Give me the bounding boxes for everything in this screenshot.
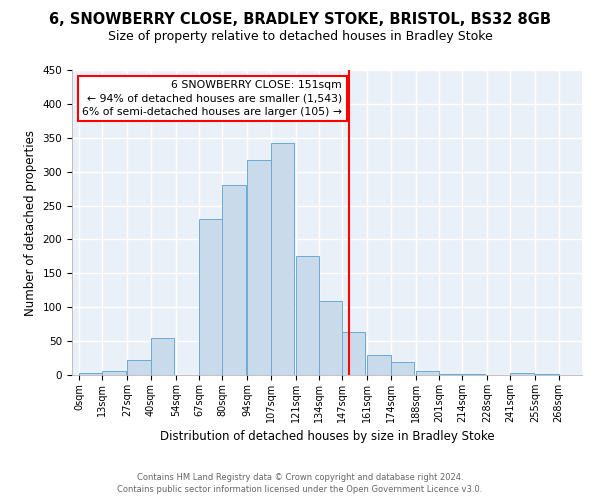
X-axis label: Distribution of detached houses by size in Bradley Stoke: Distribution of detached houses by size … (160, 430, 494, 444)
Bar (199, 219, 223, 375)
Bar (416, 371, 439, 375)
Bar (319, 301, 342, 375)
Bar (296, 256, 319, 375)
Text: Contains HM Land Registry data © Crown copyright and database right 2024.
Contai: Contains HM Land Registry data © Crown c… (118, 472, 482, 494)
Bar (462, 374, 485, 375)
Bar (391, 362, 414, 375)
Bar (511, 373, 533, 375)
Y-axis label: Number of detached properties: Number of detached properties (24, 130, 37, 316)
Bar (535, 374, 559, 375)
Bar (271, 142, 294, 375)
Text: 6, SNOWBERRY CLOSE, BRADLEY STOKE, BRISTOL, BS32 8GB: 6, SNOWBERRY CLOSE, BRADLEY STOKE, BRIST… (49, 12, 551, 28)
Bar (439, 374, 462, 375)
Bar (223, 185, 245, 375)
Bar (127, 360, 151, 375)
Bar (342, 332, 365, 375)
Bar (247, 160, 271, 375)
Bar (79, 373, 103, 375)
Bar (151, 338, 174, 375)
Text: Size of property relative to detached houses in Bradley Stoke: Size of property relative to detached ho… (107, 30, 493, 43)
Text: 6 SNOWBERRY CLOSE: 151sqm
← 94% of detached houses are smaller (1,543)
6% of sem: 6 SNOWBERRY CLOSE: 151sqm ← 94% of detac… (82, 80, 342, 116)
Bar (367, 354, 391, 375)
Bar (103, 371, 125, 375)
